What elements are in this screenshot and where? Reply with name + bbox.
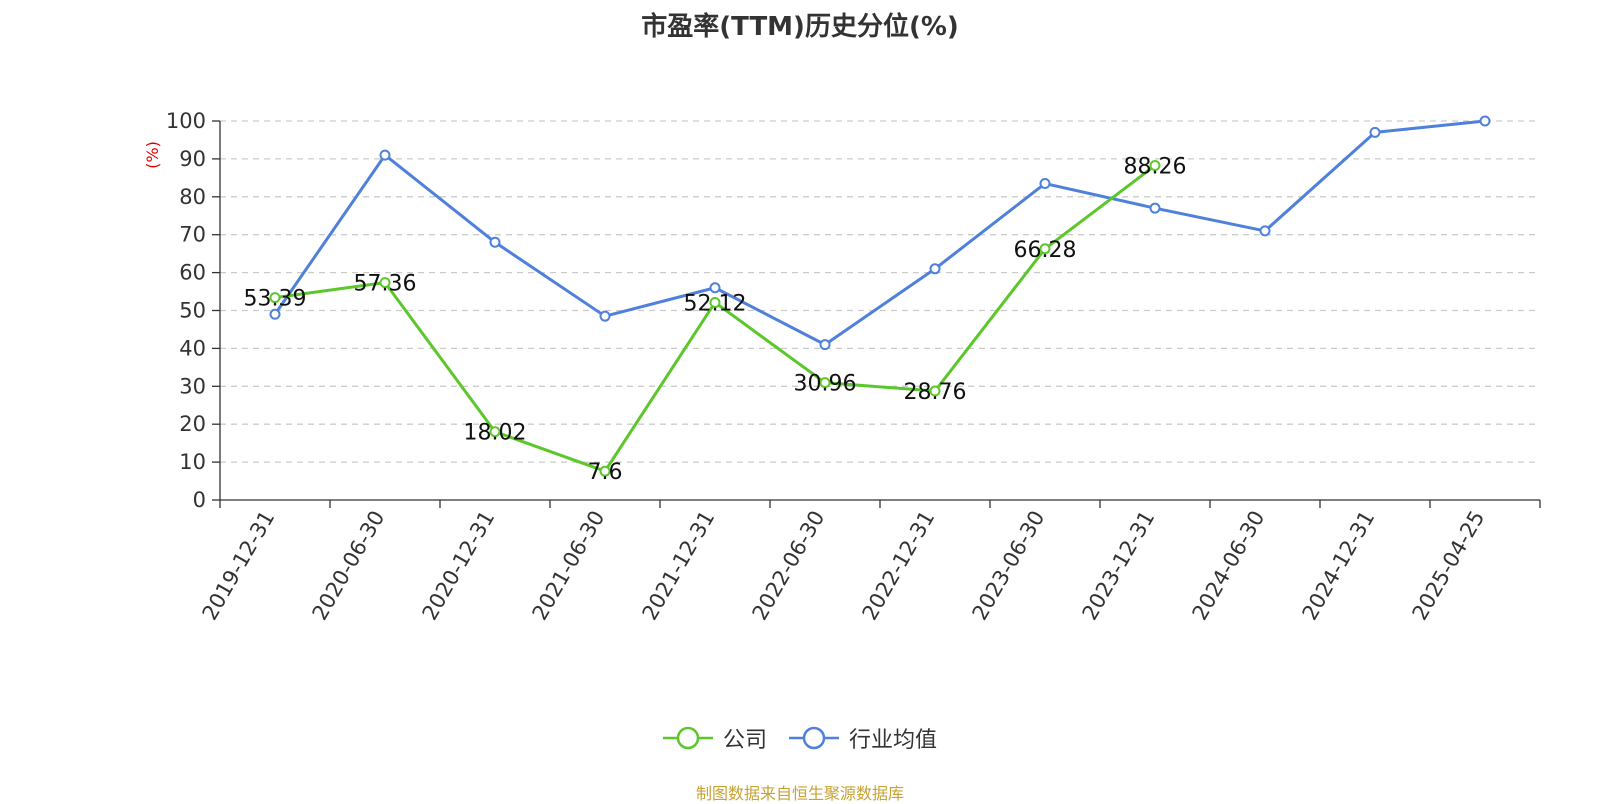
data-point (709, 282, 721, 294)
y-tick-label: 60 (179, 261, 206, 285)
legend-label-company: 公司 (722, 728, 767, 753)
data-point (379, 277, 391, 289)
data-label: 18.02 (464, 421, 527, 446)
chart-title: 市盈率(TTM)历史分位(%) (641, 12, 959, 42)
data-point (929, 385, 941, 397)
data-point (819, 339, 831, 351)
data-point (1149, 159, 1161, 171)
data-label: 28.76 (904, 380, 967, 405)
data-point (1369, 126, 1381, 138)
series-line (273, 119, 1486, 347)
data-point (599, 465, 611, 477)
x-tick-label: 2024-12-31 (1298, 507, 1380, 625)
x-tick-label: 2022-06-30 (748, 507, 830, 625)
data-point (489, 236, 501, 248)
x-tick-label: 2019-12-31 (198, 507, 280, 625)
legend-industry-marker-icon (789, 726, 839, 750)
y-tick-label: 0 (193, 488, 206, 512)
data-point (489, 426, 501, 438)
data-point (709, 296, 721, 308)
data-label: 88.26 (1124, 154, 1187, 179)
y-tick-label: 90 (179, 147, 206, 171)
legend-label-industry-avg: 行业均值 (849, 728, 938, 753)
data-label: 57.36 (354, 272, 417, 297)
y-tick-label: 30 (179, 374, 206, 398)
y-tick-label: 70 (179, 223, 206, 247)
data-point (599, 310, 611, 322)
x-tick-label: 2025-04-25 (1408, 507, 1490, 625)
x-tick-label: 2022-12-31 (858, 507, 940, 625)
x-tick-label: 2024-06-30 (1188, 507, 1270, 625)
data-label: 7.6 (588, 460, 623, 485)
legend-item-company[interactable]: 公司 (662, 722, 767, 754)
x-tick-label: 2023-06-30 (968, 507, 1050, 625)
legend: 公司 行业均值 (0, 722, 1600, 754)
x-tick-label: 2021-12-31 (638, 507, 720, 625)
y-tick-label: 40 (179, 336, 206, 360)
data-label: 66.28 (1014, 238, 1077, 263)
x-tick-label: 2020-06-30 (308, 507, 390, 625)
data-point (1039, 178, 1051, 190)
series-lines (269, 115, 1491, 477)
y-tick-label: 20 (179, 412, 206, 436)
data-point (269, 292, 281, 304)
x-tick-label: 2020-12-31 (418, 507, 500, 625)
series-line (274, 164, 1156, 473)
data-point (819, 377, 831, 389)
data-point (1039, 243, 1051, 255)
y-tick-label: 50 (179, 299, 206, 323)
y-axis-label: (%) (143, 141, 162, 169)
y-tick-label: 80 (179, 185, 206, 209)
data-point (1479, 115, 1491, 127)
data-label: 53.39 (244, 287, 307, 312)
data-point (379, 149, 391, 161)
data-label: 30.96 (794, 372, 857, 397)
y-tick-label: 100 (166, 109, 206, 133)
x-tick-label: 2023-12-31 (1078, 507, 1160, 625)
data-label: 52.12 (684, 291, 747, 316)
data-point (1149, 202, 1161, 214)
data-point (269, 308, 281, 320)
y-tick-label: 10 (179, 450, 206, 474)
data-point (929, 263, 941, 275)
legend-item-industry-avg[interactable]: 行业均值 (789, 722, 937, 754)
axes: 0 10 20 30 40 50 60 70 80 90 100 2019-12-31 2020-06-… (166, 109, 1541, 625)
data-labels: 53.39 57.36 18.02 7.6 52.12 30.96 28.76 66.28 88… (244, 154, 1187, 485)
x-tick-label: 2021-06-30 (528, 507, 610, 625)
legend-company-marker-icon (662, 726, 713, 750)
data-point (1259, 225, 1271, 237)
source-note: 制图数据来自恒生聚源数据库 (695, 784, 904, 803)
gridlines (220, 120, 1540, 463)
